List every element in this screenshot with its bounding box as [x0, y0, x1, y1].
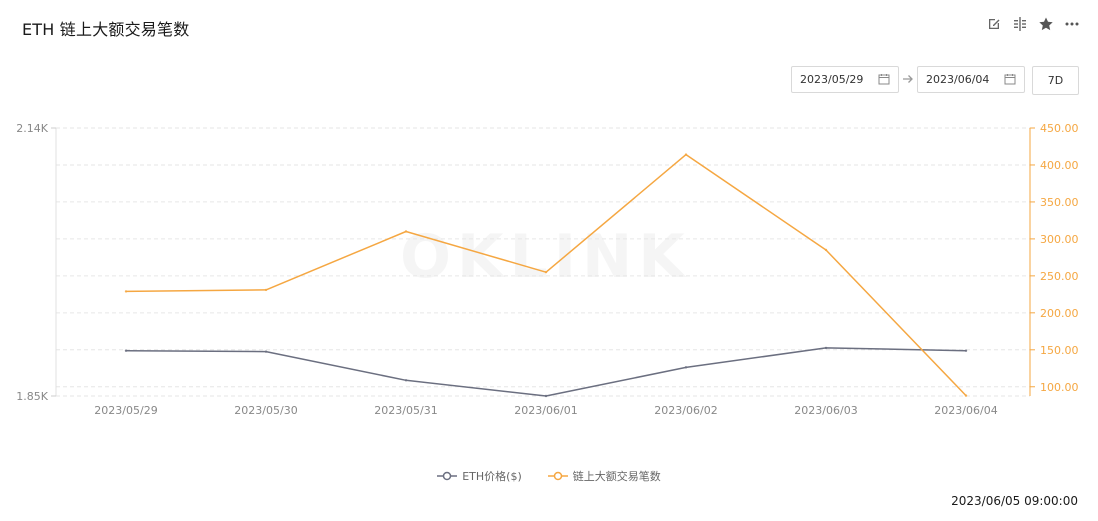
x-axis-tick-label: 2023/06/02	[654, 404, 717, 417]
series-line-1	[125, 153, 967, 397]
data-point-0	[824, 346, 828, 350]
right-axis-tick-label: 450.00	[1040, 122, 1079, 135]
data-point-0	[964, 349, 968, 352]
legend-item-large-tx[interactable]: 链上大额交易笔数	[547, 468, 661, 484]
legend-label: 链上大额交易笔数	[572, 470, 661, 483]
x-axis-tick-label: 2023/05/30	[234, 404, 297, 417]
calendar-icon	[1004, 74, 1016, 85]
chart-legend: ETH价格($) 链上大额交易笔数	[0, 468, 1098, 484]
data-point-1	[964, 394, 968, 397]
compare-icon[interactable]	[1012, 16, 1028, 32]
arrow-right-icon	[903, 75, 913, 83]
right-axis-tick-label: 150.00	[1040, 344, 1079, 357]
calendar-icon	[878, 74, 890, 85]
right-axis-tick-label: 400.00	[1040, 159, 1079, 172]
range-7d-button[interactable]: 7D	[1032, 66, 1079, 95]
data-point-0	[404, 379, 408, 382]
data-point-1	[544, 270, 548, 274]
right-axis-tick-label: 250.00	[1040, 270, 1079, 283]
end-date-value: 2023/06/04	[926, 73, 990, 86]
right-axis-tick-label: 100.00	[1040, 381, 1079, 394]
end-date-input[interactable]: 2023/06/04	[917, 66, 1025, 93]
update-timestamp: 2023/06/05 09:00:00	[951, 494, 1078, 508]
star-icon[interactable]	[1038, 16, 1054, 32]
data-point-1	[824, 248, 828, 252]
more-icon[interactable]	[1064, 16, 1080, 32]
chart-title: ETH 链上大额交易笔数	[22, 20, 190, 39]
data-point-0	[544, 394, 548, 398]
right-axis-tick-label: 200.00	[1040, 307, 1079, 320]
line-chart: 2.14K 1.85K 450.00 400.00 350.00 300.00 250.00…	[16, 122, 1079, 417]
legend-label: ETH价格($)	[462, 470, 522, 483]
start-date-value: 2023/05/29	[800, 73, 864, 86]
chart-toolbar	[986, 16, 1080, 32]
edit-icon[interactable]	[986, 16, 1002, 32]
legend-large-tx-marker	[547, 471, 568, 481]
left-axis-tick-label: 2.14K	[16, 122, 48, 135]
legend-eth-price-marker	[437, 471, 458, 481]
data-point-0	[264, 350, 268, 353]
data-point-1	[404, 230, 408, 233]
data-point-1	[124, 290, 128, 293]
x-axis-tick-label: 2023/06/01	[514, 404, 577, 417]
data-point-0	[124, 349, 128, 352]
right-axis-tick-label: 350.00	[1040, 196, 1079, 209]
x-axis-tick-label: 2023/05/31	[374, 404, 437, 417]
data-point-1	[264, 288, 268, 292]
data-point-1	[684, 153, 688, 156]
right-axis-tick-label: 300.00	[1040, 233, 1079, 246]
left-axis-tick-label: 1.85K	[16, 390, 48, 403]
x-axis-tick-label: 2023/06/04	[934, 404, 997, 417]
x-axis-tick-label: 2023/05/29	[94, 404, 157, 417]
data-point-0	[684, 366, 688, 369]
series-line-0	[125, 347, 967, 397]
start-date-input[interactable]: 2023/05/29	[791, 66, 899, 93]
x-axis-tick-label: 2023/06/03	[794, 404, 857, 417]
legend-item-eth-price[interactable]: ETH价格($)	[437, 468, 522, 484]
